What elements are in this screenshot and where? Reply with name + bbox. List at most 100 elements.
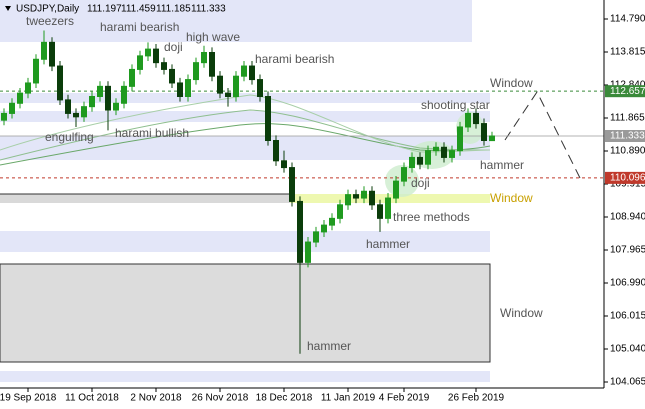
- candle-body: [105, 85, 111, 111]
- annotation: doji: [164, 40, 183, 54]
- candle-body: [489, 135, 495, 142]
- candle-body: [409, 156, 415, 169]
- y-tick-label: 104.065: [610, 377, 645, 388]
- zone: [0, 0, 472, 42]
- x-tick-label: 26 Feb 2019: [448, 393, 505, 404]
- candle-body: [337, 204, 343, 219]
- zone: [0, 194, 290, 203]
- annotation: high wave: [186, 30, 240, 44]
- candle-body: [65, 99, 71, 114]
- candle-body: [353, 194, 359, 199]
- y-tick-label: 107.965: [610, 245, 645, 256]
- menu-arrow: [5, 6, 11, 11]
- price-tag-label: 112.657: [610, 86, 645, 97]
- candle-body: [81, 106, 87, 118]
- candle-body: [457, 126, 463, 152]
- y-tick-label: 106.990: [610, 278, 645, 289]
- price-tag-label: 110.096: [610, 173, 645, 184]
- candle-body: [281, 160, 287, 169]
- annotation: harami bullish: [115, 126, 189, 140]
- y-tick-label: 106.015: [610, 311, 645, 322]
- annotation: hammer: [307, 339, 351, 353]
- zone: [0, 231, 490, 252]
- y-tick-label: 111.865: [610, 113, 645, 124]
- candle-body: [265, 96, 271, 142]
- annotation: hammer: [480, 158, 524, 172]
- price-tag: [605, 85, 645, 98]
- zone: [0, 371, 490, 382]
- y-tick-label: 112.840: [610, 80, 645, 91]
- candle-body: [393, 180, 399, 199]
- candle-body: [441, 146, 447, 158]
- candle-body: [73, 112, 79, 118]
- candle-body: [481, 123, 487, 142]
- candle-body: [369, 190, 375, 206]
- annotation: Window: [490, 76, 533, 90]
- candle-body: [273, 140, 279, 162]
- candle-body: [249, 65, 255, 81]
- y-tick-label: 108.940: [610, 212, 645, 223]
- annotation: three methods: [393, 210, 470, 224]
- zone: [0, 111, 490, 122]
- candle-body: [33, 58, 39, 84]
- x-tick-label: 26 Nov 2018: [192, 393, 249, 404]
- x-tick-label: 4 Feb 2019: [379, 393, 430, 404]
- candle-body: [225, 92, 231, 98]
- candle-body: [129, 68, 135, 87]
- candle-body: [257, 79, 263, 98]
- candle-body: [41, 41, 47, 60]
- y-tick-label: 110.890: [610, 146, 645, 157]
- candle-body: [201, 51, 207, 64]
- price-tag-label: 111.333: [610, 131, 645, 142]
- candle-body: [241, 65, 247, 77]
- x-tick-label: 11 Jan 2019: [321, 393, 376, 404]
- candle-body: [401, 167, 407, 182]
- candle-body: [345, 194, 351, 206]
- candle-body: [25, 82, 31, 94]
- candle-body: [137, 55, 143, 70]
- candle-body: [329, 217, 335, 226]
- candle-body: [1, 112, 7, 121]
- candle-body: [17, 92, 23, 104]
- candle-body: [9, 102, 15, 114]
- projection: [504, 91, 581, 179]
- y-tick-label: 113.815: [610, 47, 645, 58]
- candle-body: [433, 146, 439, 152]
- symbol: USDJPY,Daily: [16, 4, 79, 15]
- candle-body: [449, 150, 455, 158]
- candle-body: [193, 62, 199, 81]
- header-open: 111.197: [87, 4, 122, 15]
- annotation: shooting star: [421, 98, 490, 112]
- candle-body: [177, 82, 183, 98]
- plot: [0, 30, 604, 354]
- y-tick-label: 109.915: [610, 179, 645, 190]
- candle-body: [153, 48, 159, 64]
- candle-body: [161, 62, 167, 70]
- candle-body: [49, 41, 55, 67]
- zone: [0, 263, 491, 363]
- candle-body: [145, 48, 151, 57]
- candle-body: [289, 167, 295, 202]
- annotation: Window: [500, 306, 543, 320]
- candle-body: [89, 96, 95, 108]
- candle-body: [417, 156, 423, 165]
- candle-body: [57, 65, 63, 101]
- candle-body: [297, 200, 303, 263]
- candle-body: [313, 231, 319, 243]
- annotation: hammer: [366, 237, 410, 251]
- candle-body: [377, 204, 383, 219]
- candle-body: [185, 79, 191, 98]
- annotation: doji: [411, 176, 430, 190]
- price-tag: [605, 130, 645, 143]
- candle-body: [305, 241, 311, 263]
- candle-body: [473, 112, 479, 125]
- y-tick-label: 114.790: [610, 14, 645, 25]
- candle-body: [113, 102, 119, 111]
- candle-body: [321, 224, 327, 233]
- highlight: [410, 141, 454, 169]
- candle-body: [217, 75, 223, 94]
- candle-body: [169, 68, 175, 84]
- candle-body: [209, 51, 215, 77]
- candle-body: [233, 75, 239, 98]
